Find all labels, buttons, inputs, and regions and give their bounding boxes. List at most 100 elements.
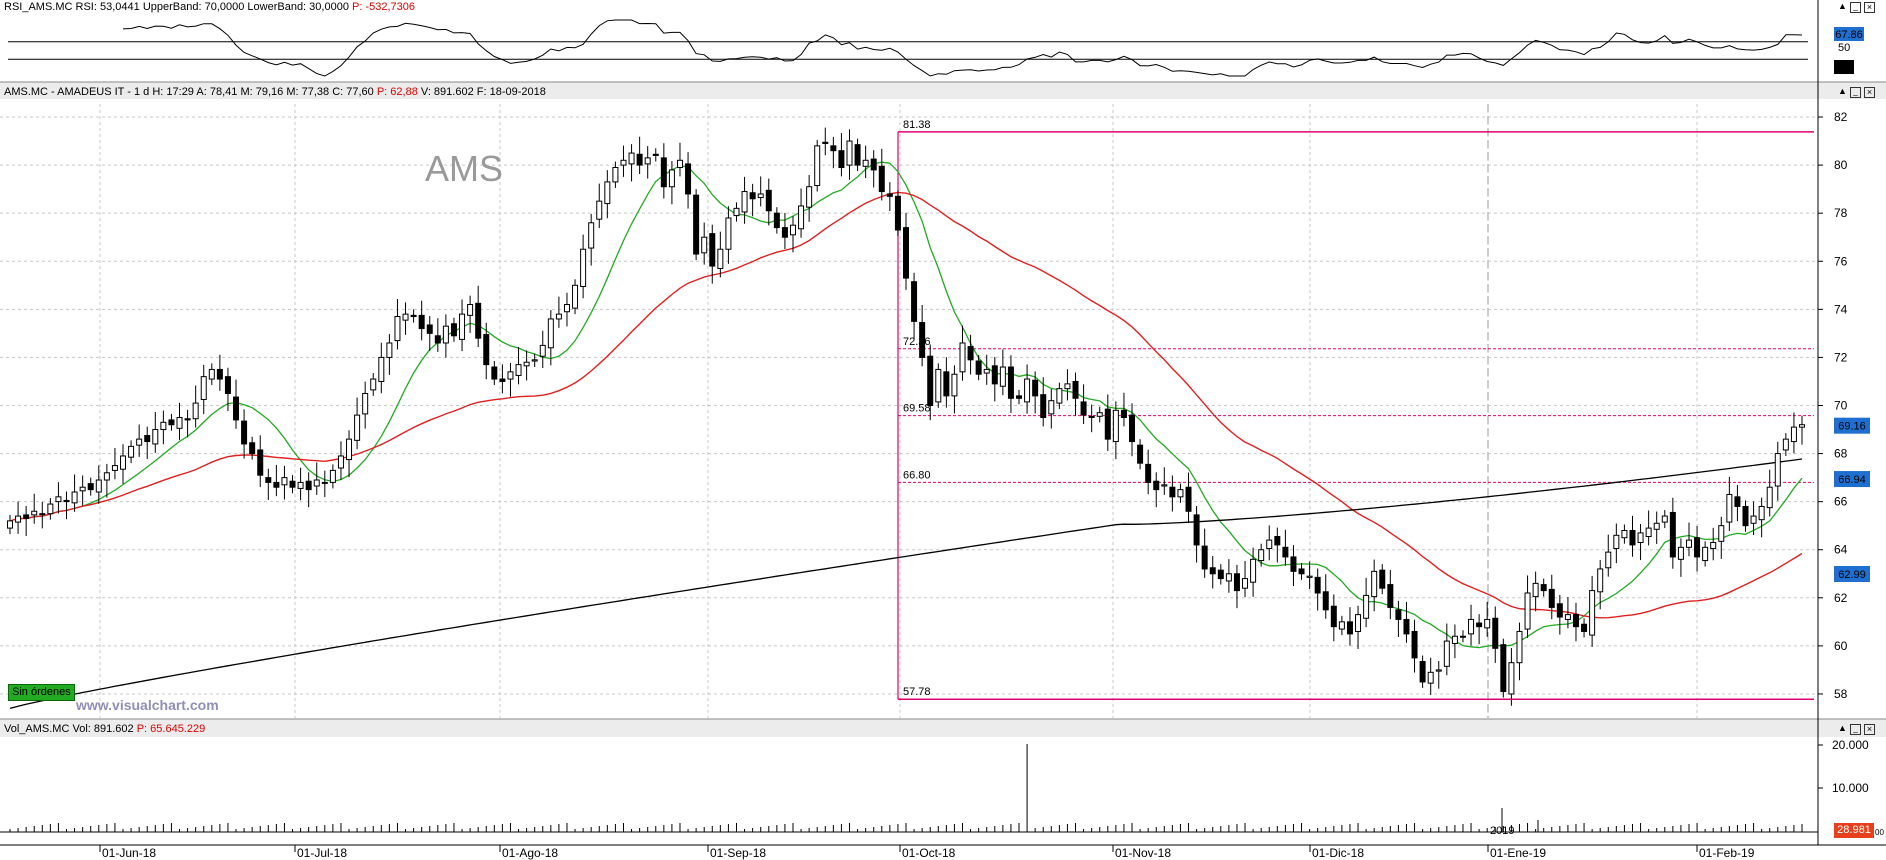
candle-body: [31, 510, 38, 516]
candle-body: [1169, 486, 1176, 498]
candle-body: [1548, 588, 1555, 608]
candle-body: [523, 361, 530, 367]
candle-body: [531, 359, 538, 362]
candle-body: [111, 465, 118, 471]
x-axis-label: 01-Nov-18: [1115, 846, 1171, 860]
candle-body: [870, 158, 877, 171]
candle-body: [1726, 493, 1733, 523]
price-value-badge: [1834, 471, 1870, 488]
candle-body: [838, 150, 845, 169]
candle-body: [442, 325, 449, 344]
candle-body: [386, 342, 393, 358]
price-date: F: 18-09-2018: [476, 86, 546, 98]
volume-close-button[interactable]: ×: [1864, 724, 1875, 735]
candle-body: [434, 335, 441, 344]
fib-level-label: 69.58: [903, 403, 931, 415]
candle-body: [354, 414, 361, 441]
candle-body: [1742, 505, 1749, 527]
candle-body: [1338, 621, 1345, 630]
y-axis-label: 70: [1834, 398, 1848, 412]
candle-body: [1589, 590, 1596, 636]
candle-body: [935, 368, 942, 403]
candle-body: [1508, 662, 1515, 695]
candle-body: [1322, 591, 1329, 611]
candle-body: [830, 145, 837, 152]
candle-body: [547, 318, 554, 349]
rsi-p: P: -532,7306: [352, 1, 415, 13]
volume-move-up-button[interactable]: ▲: [1838, 723, 1847, 733]
price-minimize-button[interactable]: _: [1850, 87, 1861, 98]
candle-body: [402, 313, 409, 321]
rsi-value-badge-label: 67.86: [1835, 29, 1863, 41]
candle-body: [862, 159, 869, 167]
rsi-symbol: RSI_AMS.MC: [4, 1, 73, 13]
x-axis-label: 01-Jul-18: [297, 846, 347, 860]
price-close: C: 77,60: [332, 86, 374, 98]
price-move-up-button[interactable]: ▲: [1838, 86, 1847, 96]
price-value-badge-label: 62.99: [1838, 569, 1866, 581]
candle-body: [507, 371, 514, 380]
rsi-close-button[interactable]: ×: [1864, 2, 1875, 13]
candle-body: [1096, 412, 1103, 417]
candle-body: [321, 481, 328, 484]
y-axis-label: 62: [1834, 591, 1848, 605]
candle-body: [757, 193, 764, 199]
rsi-minimize-button[interactable]: _: [1850, 2, 1861, 13]
candle-body: [773, 212, 780, 229]
candle-body: [1007, 366, 1014, 399]
candle-body: [580, 248, 587, 287]
candle-body: [467, 304, 474, 316]
candle-body: [1758, 505, 1765, 521]
candle-body: [329, 469, 336, 483]
watermark: AMS: [425, 148, 504, 189]
candle-body: [1040, 394, 1047, 419]
candle-body: [1314, 576, 1321, 594]
candle-body: [1120, 409, 1127, 419]
candle-body: [1177, 489, 1184, 498]
candle-body: [693, 194, 700, 255]
rsi-header: RSI_AMS.MC RSI: 53,0441 UpperBand: 70,00…: [4, 1, 415, 13]
volume-suffix: 00: [1875, 828, 1884, 837]
y-axis-label: 82: [1834, 110, 1848, 124]
candle-body: [200, 376, 207, 400]
candle-body: [23, 514, 30, 519]
rsi-move-up-button[interactable]: ▲: [1838, 1, 1847, 11]
rsi-axis-label: 50: [1838, 42, 1851, 54]
candle-body: [1637, 532, 1644, 544]
candle-body: [55, 496, 62, 503]
candle-body: [806, 186, 813, 208]
price-close-button[interactable]: ×: [1864, 87, 1875, 98]
volume-minimize-button[interactable]: _: [1850, 724, 1861, 735]
candle-body: [378, 356, 385, 382]
rsi-line: [122, 19, 1803, 77]
candle-body: [1564, 614, 1571, 620]
candle-body: [289, 480, 296, 488]
candle-body: [854, 144, 861, 166]
volume-axis-20000: 20.000: [1832, 738, 1869, 752]
x-axis-label: 01-Ene-19: [1490, 846, 1546, 860]
candle-body: [152, 429, 159, 445]
candle-body: [846, 140, 853, 166]
candle-body: [919, 322, 926, 358]
candle-body: [1217, 569, 1224, 580]
candle-body: [297, 481, 304, 489]
candle-body: [1363, 594, 1370, 619]
candle-body: [1032, 379, 1039, 397]
candle-body: [87, 483, 94, 491]
candle-body: [781, 227, 788, 238]
candle-body: [967, 346, 974, 361]
candle-body: [418, 314, 425, 330]
candle-body: [878, 165, 885, 193]
candle-body: [1088, 415, 1095, 419]
ma-mid-line: [9, 191, 1803, 619]
candle-body: [733, 207, 740, 217]
candle-body: [1677, 546, 1684, 560]
candle-body: [975, 360, 982, 375]
candle-body: [1153, 480, 1160, 491]
candle-body: [628, 152, 635, 165]
candle-body: [128, 445, 135, 458]
y-axis-label: 68: [1834, 447, 1848, 461]
candle-body: [475, 302, 482, 339]
candle-body: [249, 442, 256, 455]
candle-body: [789, 224, 796, 236]
